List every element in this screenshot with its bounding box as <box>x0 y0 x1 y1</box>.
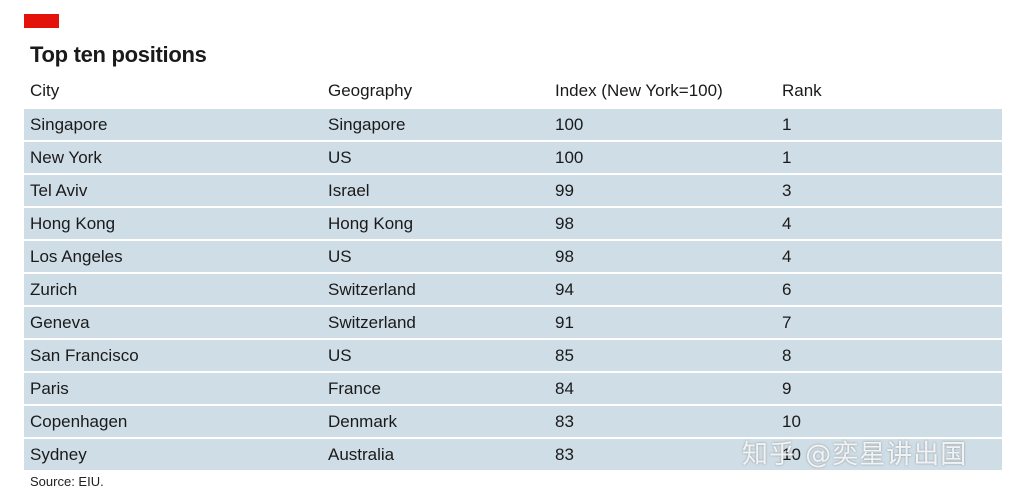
cell-index: 85 <box>555 345 574 365</box>
cell-index: 83 <box>555 411 574 431</box>
table-row: Hong Kong Hong Kong 98 4 <box>24 208 1002 239</box>
cell-rank: 10 <box>782 411 801 431</box>
cell-index: 100 <box>555 147 584 167</box>
table-row: Los Angeles US 98 4 <box>24 241 1002 272</box>
cell-rank: 3 <box>782 180 792 200</box>
cell-geography: US <box>328 147 352 167</box>
ranking-table: City Geography Index (New York=100) Rank… <box>24 75 1002 470</box>
cell-city: Los Angeles <box>30 246 123 266</box>
cell-geography: Denmark <box>328 411 397 431</box>
cell-geography: US <box>328 246 352 266</box>
header-city: City <box>30 81 60 100</box>
cell-rank: 4 <box>782 246 792 266</box>
cell-city: Copenhagen <box>30 411 128 431</box>
cell-city: Sydney <box>30 444 87 464</box>
cell-city: New York <box>30 147 102 167</box>
cell-city: Tel Aviv <box>30 180 88 200</box>
cell-index: 98 <box>555 213 574 233</box>
cell-rank: 7 <box>782 312 792 332</box>
cell-geography: Hong Kong <box>328 213 414 233</box>
cell-geography: France <box>328 378 381 398</box>
cell-rank: 4 <box>782 213 792 233</box>
table-header: City Geography Index (New York=100) Rank <box>24 75 1002 107</box>
table-title: Top ten positions <box>30 42 207 67</box>
cell-city: Zurich <box>30 279 78 299</box>
cell-geography: Switzerland <box>328 312 416 332</box>
cell-rank: 6 <box>782 279 792 299</box>
cell-city: San Francisco <box>30 345 139 365</box>
cell-index: 99 <box>555 180 574 200</box>
table-row: Paris France 84 9 <box>24 373 1002 404</box>
cell-rank: 1 <box>782 114 792 134</box>
header-rank: Rank <box>782 81 822 100</box>
cell-geography: Australia <box>328 444 395 464</box>
table-row: Singapore Singapore 100 1 <box>24 109 1002 140</box>
cell-index: 91 <box>555 312 574 332</box>
table-row: Sydney Australia 83 10 <box>24 439 1002 470</box>
cell-index: 100 <box>555 114 584 134</box>
source-note: Source: EIU. <box>30 474 104 489</box>
table-row: New York US 100 1 <box>24 142 1002 173</box>
table-row: Geneva Switzerland 91 7 <box>24 307 1002 338</box>
cell-rank: 1 <box>782 147 792 167</box>
cell-index: 83 <box>555 444 574 464</box>
cell-rank: 10 <box>782 444 801 464</box>
cell-index: 94 <box>555 279 574 299</box>
table-row: San Francisco US 85 8 <box>24 340 1002 371</box>
cell-index: 84 <box>555 378 574 398</box>
cell-city: Paris <box>30 378 69 398</box>
cell-rank: 8 <box>782 345 792 365</box>
watermark: 知乎 @奕星讲出国 <box>742 440 968 470</box>
cell-city: Singapore <box>30 114 108 134</box>
accent-bar <box>24 14 59 28</box>
table-row: Tel Aviv Israel 99 3 <box>24 175 1002 206</box>
cell-city: Geneva <box>30 312 90 332</box>
table-row: Copenhagen Denmark 83 10 <box>24 406 1002 437</box>
cell-city: Hong Kong <box>30 213 116 233</box>
cell-rank: 9 <box>782 378 792 398</box>
cell-geography: Singapore <box>328 114 406 134</box>
header-geography: Geography <box>328 81 413 100</box>
cell-geography: Israel <box>328 180 370 200</box>
cell-index: 98 <box>555 246 574 266</box>
cell-geography: Switzerland <box>328 279 416 299</box>
cell-geography: US <box>328 345 352 365</box>
header-index: Index (New York=100) <box>555 81 723 100</box>
table-row: Zurich Switzerland 94 6 <box>24 274 1002 305</box>
